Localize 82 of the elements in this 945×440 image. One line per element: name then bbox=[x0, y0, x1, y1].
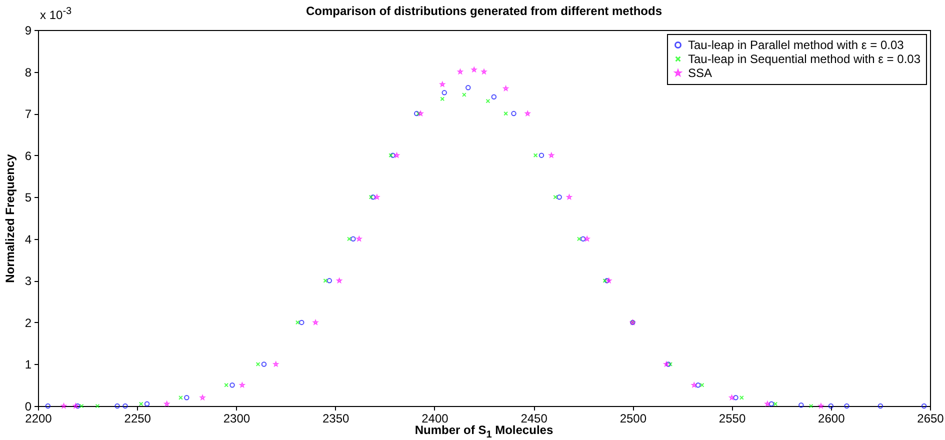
point bbox=[75, 403, 80, 409]
point bbox=[666, 362, 671, 367]
point bbox=[347, 236, 352, 242]
point bbox=[299, 320, 304, 326]
point bbox=[733, 395, 738, 400]
point bbox=[323, 278, 328, 283]
point bbox=[45, 403, 51, 409]
point bbox=[466, 85, 471, 90]
x-tick-label: 2600 bbox=[818, 412, 846, 426]
x-tick-label: 2300 bbox=[223, 412, 250, 426]
point bbox=[224, 382, 229, 388]
point bbox=[184, 395, 190, 400]
x-tick-label: 2350 bbox=[322, 412, 350, 426]
point bbox=[178, 395, 183, 400]
legend-label: Tau-leap in Sequential method with ε = 0.03 bbox=[688, 52, 921, 66]
point bbox=[138, 402, 144, 406]
y-tick-label: 6 bbox=[24, 148, 32, 163]
point bbox=[533, 153, 538, 158]
point bbox=[553, 194, 558, 200]
y-tick-label: 4 bbox=[24, 232, 32, 246]
legend-label: SSA bbox=[688, 66, 712, 80]
y-tick-label: 0 bbox=[24, 400, 32, 414]
point bbox=[312, 320, 318, 325]
point bbox=[808, 404, 814, 408]
point bbox=[440, 96, 445, 102]
point bbox=[511, 110, 516, 116]
legend-label: Tau-leap in Parallel method with ε = 0.03 bbox=[688, 38, 904, 52]
point bbox=[773, 402, 778, 406]
y-axis-title: Normalized Frequency bbox=[2, 154, 17, 283]
x-tick-label: 2200 bbox=[25, 412, 52, 426]
point bbox=[295, 320, 300, 325]
point bbox=[580, 236, 586, 242]
point bbox=[668, 362, 673, 366]
point bbox=[695, 382, 701, 388]
y-tick-label: 5 bbox=[24, 190, 32, 205]
point bbox=[230, 382, 235, 388]
x-tick-label: 2650 bbox=[917, 412, 944, 426]
x-tick-label: 2450 bbox=[520, 412, 548, 426]
x-tick-label: 2550 bbox=[718, 412, 746, 426]
point bbox=[739, 395, 744, 400]
point bbox=[556, 194, 562, 200]
point bbox=[442, 90, 447, 96]
point bbox=[828, 403, 834, 409]
point bbox=[326, 278, 332, 284]
y-tick-label: 7 bbox=[24, 107, 32, 122]
point bbox=[368, 194, 374, 200]
point bbox=[416, 111, 421, 116]
text: x 10$^{-3}$ bbox=[40, 6, 72, 22]
point bbox=[261, 362, 267, 367]
point bbox=[122, 403, 128, 409]
y-tick-label: 1 bbox=[24, 358, 32, 372]
point bbox=[144, 401, 150, 407]
point bbox=[370, 194, 376, 200]
point bbox=[604, 278, 610, 284]
point bbox=[602, 278, 608, 283]
point bbox=[114, 403, 120, 409]
y-tick-label: 9 bbox=[24, 24, 32, 38]
point bbox=[844, 403, 850, 409]
point bbox=[576, 236, 582, 242]
point bbox=[504, 111, 508, 116]
y-tick-label: 8 bbox=[24, 65, 32, 80]
point bbox=[878, 403, 884, 409]
point bbox=[350, 236, 356, 242]
x-tick-label: 2250 bbox=[124, 412, 152, 426]
y-tick-label: 2 bbox=[24, 316, 32, 330]
point bbox=[768, 401, 774, 407]
x-tick-label: 2500 bbox=[620, 412, 647, 426]
point bbox=[256, 362, 260, 366]
point bbox=[491, 94, 497, 100]
y-tick-label: 3 bbox=[24, 274, 32, 288]
x-tick-label: 2400 bbox=[422, 412, 449, 426]
point bbox=[921, 403, 927, 409]
point bbox=[462, 92, 466, 97]
point bbox=[79, 404, 84, 408]
point bbox=[538, 152, 544, 158]
point bbox=[95, 404, 100, 408]
x-axis-title: Number of S$_{1}$ Molecules bbox=[414, 423, 554, 440]
point bbox=[700, 382, 704, 388]
point bbox=[486, 98, 490, 104]
chart-title: Comparison of distributions generated from different methods bbox=[306, 4, 662, 18]
point bbox=[414, 110, 420, 116]
point bbox=[798, 402, 804, 408]
